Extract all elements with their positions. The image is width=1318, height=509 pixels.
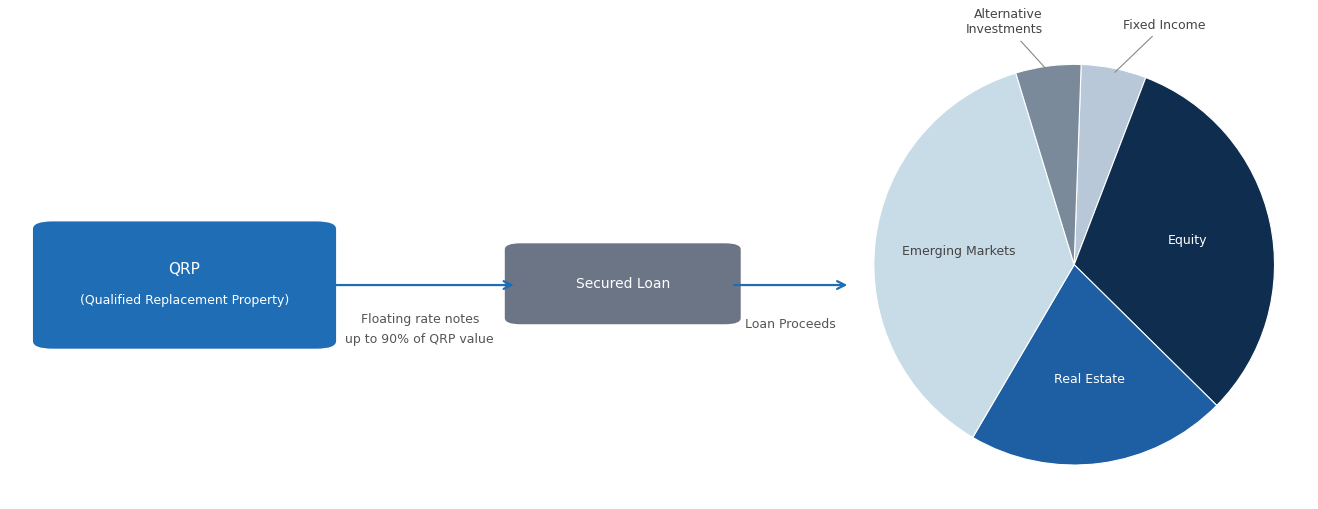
- Text: Equity: Equity: [1168, 234, 1207, 246]
- Text: Real Estate: Real Estate: [1054, 374, 1124, 386]
- Text: Fixed Income: Fixed Income: [1115, 19, 1205, 72]
- Text: Alternative
Investments: Alternative Investments: [965, 8, 1046, 70]
- Text: Secured Loan: Secured Loan: [576, 277, 670, 291]
- Text: up to 90% of QRP value: up to 90% of QRP value: [345, 333, 494, 347]
- Text: Emerging Markets: Emerging Markets: [902, 244, 1016, 258]
- FancyBboxPatch shape: [33, 221, 336, 349]
- Wedge shape: [973, 265, 1217, 465]
- Text: Floating rate notes: Floating rate notes: [361, 313, 478, 326]
- Text: QRP: QRP: [169, 262, 200, 277]
- Text: Loan Proceeds: Loan Proceeds: [746, 318, 836, 331]
- Text: (Qualified Replacement Property): (Qualified Replacement Property): [80, 294, 289, 307]
- Wedge shape: [874, 73, 1074, 437]
- Wedge shape: [1074, 65, 1145, 265]
- Wedge shape: [1074, 77, 1275, 406]
- Wedge shape: [1016, 64, 1081, 265]
- FancyBboxPatch shape: [505, 243, 741, 324]
